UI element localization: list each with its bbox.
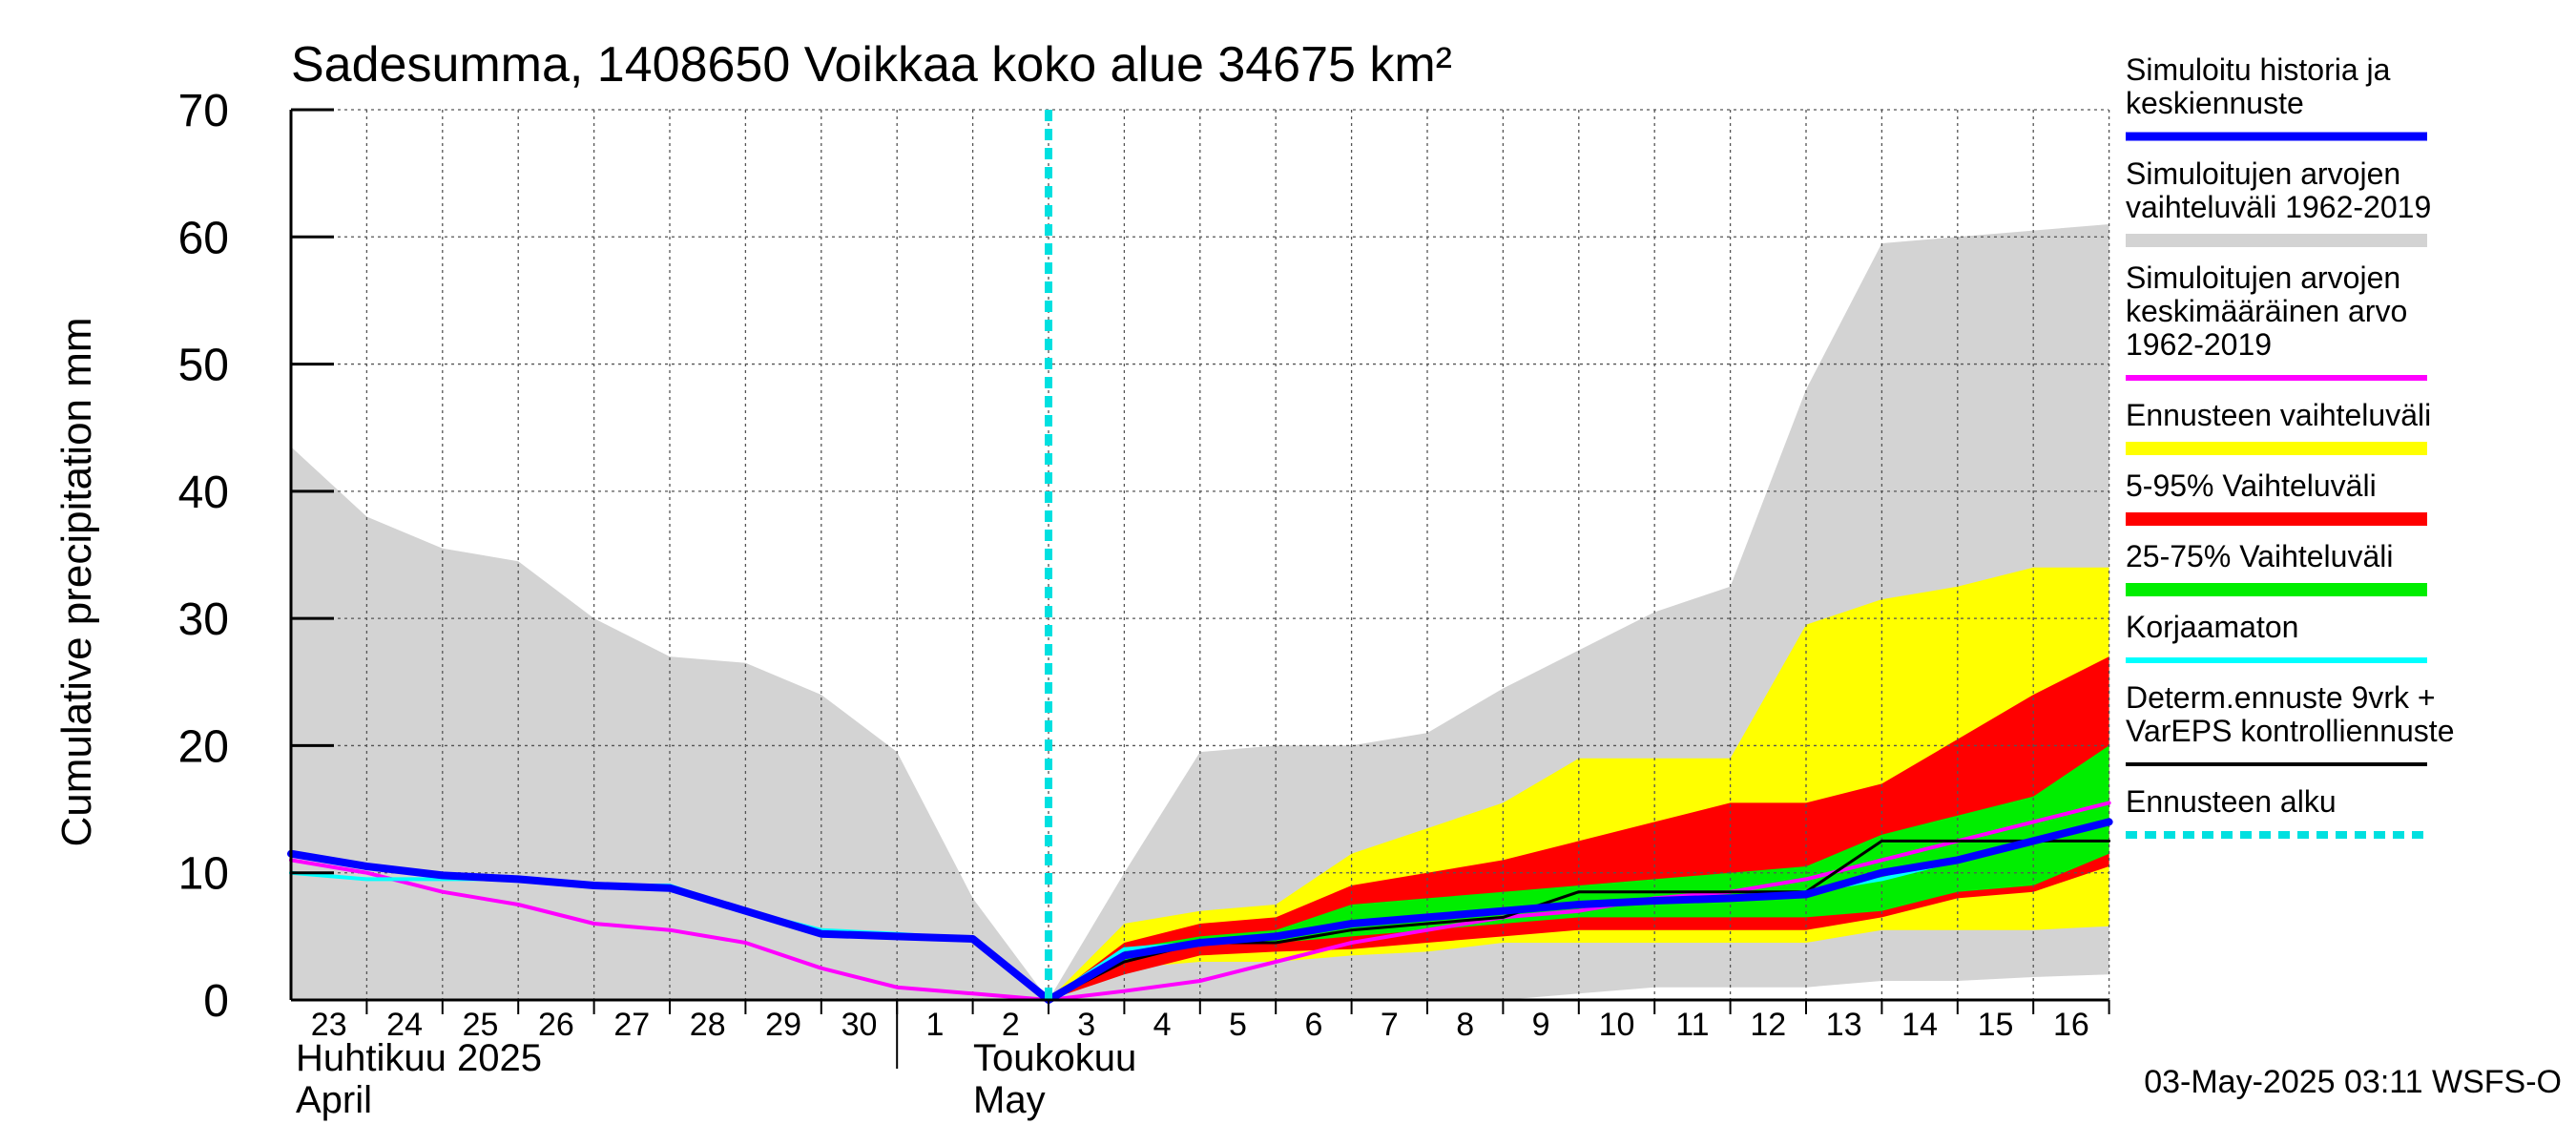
- x-tick-label: 25: [463, 1007, 499, 1043]
- x-tick-label: 12: [1750, 1007, 1786, 1043]
- x-tick-label: 29: [765, 1007, 801, 1043]
- month-label-en: April: [296, 1079, 372, 1121]
- month-label-fi: Huhtikuu 2025: [296, 1037, 542, 1079]
- legend-label: Ennusteen vaihteluväli: [2126, 398, 2431, 432]
- legend-label: VarEPS kontrolliennuste: [2126, 714, 2454, 748]
- x-tick-label: 3: [1077, 1007, 1095, 1043]
- month-label-fi: Toukokuu: [973, 1037, 1136, 1079]
- timestamp-footer: 03-May-2025 03:11 WSFS-O: [2144, 1064, 2562, 1100]
- x-tick-label: 15: [1978, 1007, 2014, 1043]
- x-tick-label: 14: [1901, 1007, 1938, 1043]
- y-tick-label: 30: [178, 594, 229, 645]
- y-tick-label: 70: [178, 86, 229, 136]
- y-axis-label: Cumulative precipitation mm: [53, 317, 100, 846]
- legend-label: Simuloitu historia ja: [2126, 52, 2391, 87]
- y-tick-label: 50: [178, 341, 229, 391]
- legend-label: 5-95% Vaihteluväli: [2126, 468, 2377, 503]
- legend-label: Simuloitujen arvojen: [2126, 156, 2400, 191]
- chart-title: Sadesumma, 1408650 Voikkaa koko alue 346…: [291, 37, 1452, 93]
- x-tick-label: 27: [613, 1007, 650, 1043]
- x-tick-labels: 23 24 25 26 27 28 29 30 1 2 3 4 5 6 7 8 9 10 11 12 13 14 15 16: [311, 1007, 2089, 1043]
- y-tick-label: 10: [178, 849, 229, 900]
- legend-label: keskiennuste: [2126, 86, 2304, 120]
- y-tick-labels: 0 10 20 30 40 50 60 70: [178, 86, 229, 1027]
- x-tick-label: 4: [1153, 1007, 1172, 1043]
- x-tick-label: 10: [1599, 1007, 1635, 1043]
- legend-label: vaihteluväli 1962-2019: [2126, 190, 2431, 224]
- x-tick-label: 16: [2053, 1007, 2089, 1043]
- x-tick-label: 24: [386, 1007, 423, 1043]
- line-simulated-history: [287, 818, 2113, 1004]
- y-tick-label: 20: [178, 721, 229, 772]
- x-tick-label: 23: [311, 1007, 347, 1043]
- series-lines: [287, 110, 2113, 1004]
- legend-label: Determ.ennuste 9vrk +: [2126, 680, 2436, 715]
- legend-label: 1962-2019: [2126, 327, 2272, 362]
- x-tick-label: 7: [1381, 1007, 1399, 1043]
- legend-label: 25-75% Vaihteluväli: [2126, 539, 2393, 573]
- x-tick-label: 9: [1532, 1007, 1550, 1043]
- x-tick-label: 11: [1675, 1007, 1709, 1043]
- x-tick-label: 2: [1002, 1007, 1020, 1043]
- x-tick-label: 30: [841, 1007, 878, 1043]
- x-tick-label: 1: [925, 1007, 944, 1043]
- line-historical-mean: [289, 801, 2111, 1002]
- y-tick-label: 0: [203, 976, 229, 1027]
- x-tick-label: 8: [1456, 1007, 1474, 1043]
- legend-label: Simuloitujen arvojen: [2126, 260, 2400, 295]
- legend-label: keskimääräinen arvo: [2126, 294, 2407, 328]
- x-tick-label: 6: [1304, 1007, 1322, 1043]
- x-tick-label: 5: [1229, 1007, 1247, 1043]
- x-tick-label: 28: [690, 1007, 726, 1043]
- y-tick-label: 40: [178, 468, 229, 518]
- x-tick-label: 26: [538, 1007, 574, 1043]
- x-tick-label: 13: [1826, 1007, 1862, 1043]
- y-tick-label: 60: [178, 213, 229, 263]
- grid-lines: [291, 109, 2110, 1000]
- axes: [289, 108, 2110, 1069]
- month-label-en: May: [973, 1079, 1046, 1121]
- legend-label: Korjaamaton: [2126, 610, 2298, 644]
- legend-label: Ennusteen alku: [2126, 784, 2337, 819]
